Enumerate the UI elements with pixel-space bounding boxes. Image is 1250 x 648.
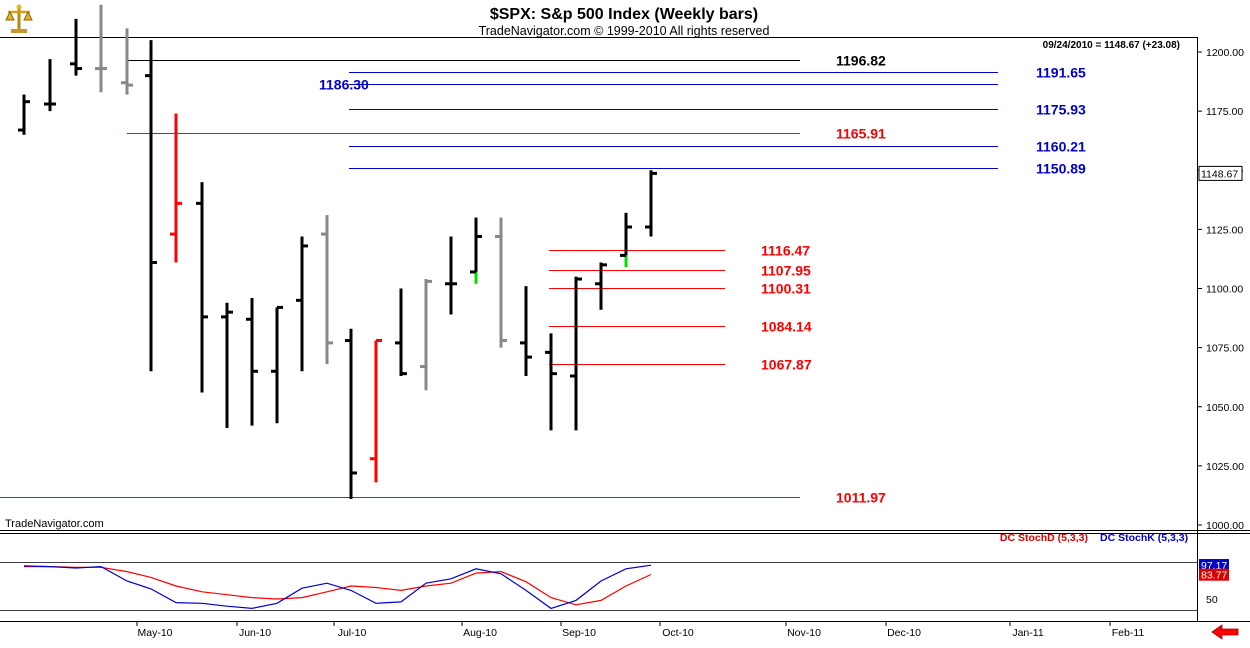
ohlc-bar <box>395 288 407 377</box>
last-price-box <box>1198 165 1243 181</box>
ohlc-bar <box>495 217 507 348</box>
x-month-label: Jan-11 <box>1012 627 1043 639</box>
x-month-label: Feb-11 <box>1112 627 1145 639</box>
stoch-k-legend: DC StochK (5,3,3) <box>1100 532 1188 544</box>
level-label: 1175.93 <box>1036 102 1086 118</box>
ohlc-bar <box>170 113 182 263</box>
ohlc-bar <box>321 215 333 365</box>
ohlc-bar <box>221 302 233 429</box>
level-label: 1186.30 <box>319 77 369 93</box>
x-month-label: May-10 <box>137 627 172 639</box>
ohlc-bar <box>620 212 632 268</box>
stoch-d-line <box>24 565 652 606</box>
ohlc-bar <box>18 94 30 135</box>
stoch-d-legend: DC StochD (5,3,3) <box>1000 532 1088 544</box>
level-label: 1196.82 <box>836 53 886 69</box>
ohlc-bar <box>70 18 82 76</box>
level-label: 1011.97 <box>836 490 886 506</box>
ohlc-bar <box>121 28 133 95</box>
price-bars <box>18 4 657 499</box>
ohlc-bar <box>145 40 157 372</box>
level-label: 1160.21 <box>1036 139 1086 155</box>
ohlc-bar <box>645 170 657 237</box>
time-axis: May-10 Jun-10 Jul-10 Aug-10 Sep-10 Oct-10 Nov-… <box>136 621 1145 639</box>
stoch-d-value: 83.77 <box>1201 570 1227 582</box>
x-month-label: Oct-10 <box>662 627 694 639</box>
ohlc-bar <box>595 262 607 310</box>
x-month-label: Dec-10 <box>887 627 921 639</box>
x-month-label: Nov-10 <box>787 627 821 639</box>
x-month-label: Sep-10 <box>562 627 596 639</box>
level-label: 1084.14 <box>761 319 812 335</box>
price-levels: 1196.82 1191.65 1186.30 1175.93 1165.91 1160.… <box>0 53 1086 506</box>
ohlc-bar <box>545 333 557 431</box>
stoch-k-line <box>23 564 652 610</box>
y-tick-label: 1100.00 <box>1206 284 1243 296</box>
y-tick-label: 1000.00 <box>1206 520 1244 532</box>
y-tick-label: 1075.00 <box>1206 343 1244 355</box>
stoch-d-value-box <box>1199 568 1229 581</box>
stoch-k-value-box <box>1199 559 1229 572</box>
ohlc-bar <box>345 328 357 499</box>
x-month-label: Jun-10 <box>239 627 271 639</box>
ohlc-bar <box>370 339 382 483</box>
level-label: 1191.65 <box>1036 65 1086 81</box>
ohlc-bar <box>246 297 258 426</box>
y-tick-label: 1050.00 <box>1206 402 1244 414</box>
level-label: 1067.87 <box>761 357 812 373</box>
copyright-notice: TradeNavigator.com © 1999-2010 All right… <box>479 24 770 38</box>
red-arrow-left-icon[interactable] <box>1211 624 1239 640</box>
y-tick-label: 1025.00 <box>1206 461 1244 473</box>
stoch-tick-label: 50 <box>1206 594 1218 606</box>
ohlc-bar <box>420 279 432 391</box>
ohlc-bar <box>470 217 482 284</box>
ohlc-bar <box>196 182 208 393</box>
ohlc-bar <box>271 305 283 424</box>
last-price-marker: 1148.67 <box>1198 165 1243 181</box>
y-tick-label: 1175.00 <box>1206 106 1243 118</box>
y-tick-label: 1125.00 <box>1206 224 1243 236</box>
ohlc-bar <box>445 236 457 315</box>
y-tick-label: 1200.00 <box>1206 47 1244 59</box>
level-label: 1100.31 <box>761 281 811 297</box>
chart-title: $SPX: S&p 500 Index (Weekly bars) <box>490 6 758 23</box>
level-label: 1165.91 <box>836 126 886 142</box>
ohlc-bar <box>44 59 56 112</box>
level-label: 1116.47 <box>761 243 810 259</box>
last-price-label: 1148.67 <box>1201 168 1238 180</box>
level-label: 1150.89 <box>1036 161 1086 177</box>
scales-icon[interactable] <box>4 3 34 35</box>
status-readout: 09/24/2010 = 1148.67 (+23.08) <box>1043 40 1180 51</box>
ohlc-bar <box>520 286 532 377</box>
x-month-label: Aug-10 <box>463 627 497 639</box>
watermark: TradeNavigator.com <box>5 518 104 530</box>
x-month-label: Jul-10 <box>338 627 367 639</box>
level-label: 1107.95 <box>761 263 811 279</box>
ohlc-bar <box>95 4 107 93</box>
ohlc-bar <box>296 236 308 372</box>
ohlc-bar <box>570 276 582 431</box>
